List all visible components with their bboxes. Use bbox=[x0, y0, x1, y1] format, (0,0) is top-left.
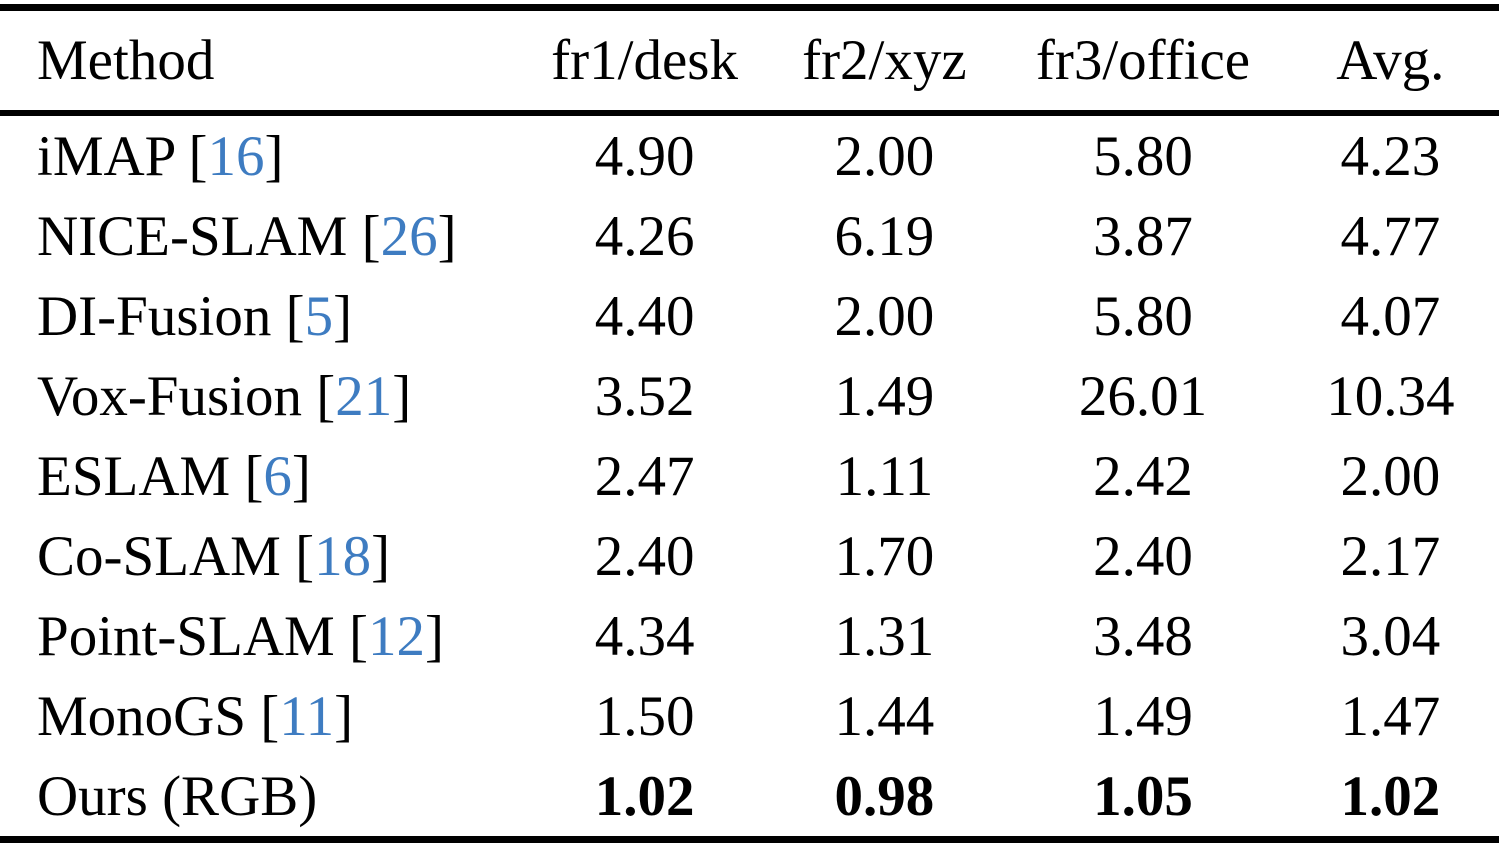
method-cell: DI-Fusion [5] bbox=[0, 276, 525, 356]
value-cell: 1.49 bbox=[834, 364, 935, 428]
col-header-avg: Avg. bbox=[1336, 29, 1445, 92]
table-row: Ours (RGB) 1.02 0.98 1.05 1.02 bbox=[0, 756, 1499, 840]
citation-link[interactable]: 18 bbox=[314, 524, 372, 588]
citation: [16] bbox=[174, 124, 284, 188]
citation: [6] bbox=[230, 444, 311, 508]
table-body: iMAP [16] 4.90 2.00 5.80 4.23 NICE-SLAM … bbox=[0, 113, 1499, 840]
method-name: ESLAM bbox=[37, 444, 231, 508]
value-cell: 0.98 bbox=[834, 764, 935, 828]
method-name: MonoGS bbox=[37, 684, 247, 748]
table-row: MonoGS [11] 1.50 1.44 1.49 1.47 bbox=[0, 676, 1499, 756]
col-header-fr1-desk: fr1/desk bbox=[551, 29, 738, 92]
value-cell: 2.00 bbox=[834, 284, 935, 348]
col-header-fr3-office: fr3/office bbox=[1035, 29, 1251, 92]
method-name: Co-SLAM bbox=[37, 524, 281, 588]
method-name: Vox-Fusion bbox=[37, 364, 303, 428]
citation-link[interactable]: 12 bbox=[367, 604, 425, 668]
value-cell: 1.11 bbox=[835, 444, 934, 508]
value-cell: 4.34 bbox=[594, 604, 695, 668]
table-row: ESLAM [6] 2.47 1.11 2.42 2.00 bbox=[0, 436, 1499, 516]
value-cell: 1.31 bbox=[834, 604, 935, 668]
citation: [18] bbox=[280, 524, 391, 588]
citation-link[interactable]: 6 bbox=[263, 444, 292, 508]
value-cell: 1.02 bbox=[1340, 764, 1441, 828]
citation: [12] bbox=[334, 604, 444, 668]
table-row: NICE-SLAM [26] 4.26 6.19 3.87 4.77 bbox=[0, 196, 1499, 276]
value-cell: 3.04 bbox=[1340, 604, 1441, 668]
table-row: iMAP [16] 4.90 2.00 5.80 4.23 bbox=[0, 113, 1499, 196]
value-cell: 2.40 bbox=[594, 524, 695, 588]
value-cell: 3.52 bbox=[594, 364, 695, 428]
method-name: iMAP bbox=[37, 124, 175, 188]
citation: [26] bbox=[347, 204, 457, 268]
value-cell: 2.17 bbox=[1340, 524, 1441, 588]
method-name: NICE-SLAM bbox=[37, 204, 348, 268]
citation-link[interactable]: 11 bbox=[279, 684, 335, 748]
value-cell: 1.02 bbox=[594, 764, 695, 828]
value-cell: 2.42 bbox=[1093, 444, 1193, 508]
method-cell: iMAP [16] bbox=[0, 113, 525, 196]
method-name: DI-Fusion bbox=[37, 284, 272, 348]
value-cell: 5.80 bbox=[1093, 124, 1193, 188]
method-cell: NICE-SLAM [26] bbox=[0, 196, 525, 276]
col-header-method: Method bbox=[37, 29, 215, 92]
value-cell: 2.47 bbox=[594, 444, 695, 508]
value-cell: 4.77 bbox=[1340, 204, 1441, 268]
value-cell: 3.87 bbox=[1093, 204, 1193, 268]
value-cell: 1.47 bbox=[1340, 684, 1441, 748]
value-cell: 1.44 bbox=[834, 684, 935, 748]
method-cell: Co-SLAM [18] bbox=[0, 516, 525, 596]
table-row: Point-SLAM [12] 4.34 1.31 3.48 3.04 bbox=[0, 596, 1499, 676]
value-cell: 1.49 bbox=[1093, 684, 1193, 748]
table-row: Vox-Fusion [21] 3.52 1.49 26.01 10.34 bbox=[0, 356, 1499, 436]
method-cell: ESLAM [6] bbox=[0, 436, 525, 516]
table-row: Co-SLAM [18] 2.40 1.70 2.40 2.17 bbox=[0, 516, 1499, 596]
value-cell: 2.00 bbox=[1340, 444, 1441, 508]
value-cell: 5.80 bbox=[1093, 284, 1193, 348]
citation-link[interactable]: 16 bbox=[207, 124, 265, 188]
citation: [11] bbox=[246, 684, 354, 748]
value-cell: 4.40 bbox=[594, 284, 695, 348]
table-row: DI-Fusion [5] 4.40 2.00 5.80 4.07 bbox=[0, 276, 1499, 356]
method-cell: Ours (RGB) bbox=[0, 756, 525, 840]
value-cell: 4.26 bbox=[594, 204, 695, 268]
value-cell: 2.00 bbox=[834, 124, 935, 188]
value-cell: 26.01 bbox=[1078, 364, 1208, 428]
method-cell: Point-SLAM [12] bbox=[0, 596, 525, 676]
citation-link[interactable]: 5 bbox=[304, 284, 334, 348]
value-cell: 3.48 bbox=[1093, 604, 1193, 668]
ate-comparison-table: Method fr1/desk fr2/xyz fr3/office Avg. … bbox=[0, 4, 1499, 843]
value-cell: 4.07 bbox=[1340, 284, 1441, 348]
value-cell: 4.23 bbox=[1340, 124, 1441, 188]
method-cell: Vox-Fusion [21] bbox=[0, 356, 525, 436]
value-cell: 1.05 bbox=[1093, 764, 1193, 828]
header-row: Method fr1/desk fr2/xyz fr3/office Avg. bbox=[0, 8, 1499, 113]
citation-link[interactable]: 26 bbox=[380, 204, 438, 268]
method-name: Ours (RGB) bbox=[37, 764, 318, 828]
value-cell: 6.19 bbox=[834, 204, 935, 268]
method-cell: MonoGS [11] bbox=[0, 676, 525, 756]
value-cell: 1.70 bbox=[834, 524, 935, 588]
value-cell: 10.34 bbox=[1326, 364, 1455, 428]
citation: [21] bbox=[302, 364, 412, 428]
citation: [5] bbox=[271, 284, 353, 348]
value-cell: 2.40 bbox=[1093, 524, 1193, 588]
value-cell: 1.50 bbox=[594, 684, 695, 748]
citation-link[interactable]: 21 bbox=[335, 364, 393, 428]
col-header-fr2-xyz: fr2/xyz bbox=[802, 29, 967, 92]
value-cell: 4.90 bbox=[594, 124, 695, 188]
method-name: Point-SLAM bbox=[37, 604, 335, 668]
